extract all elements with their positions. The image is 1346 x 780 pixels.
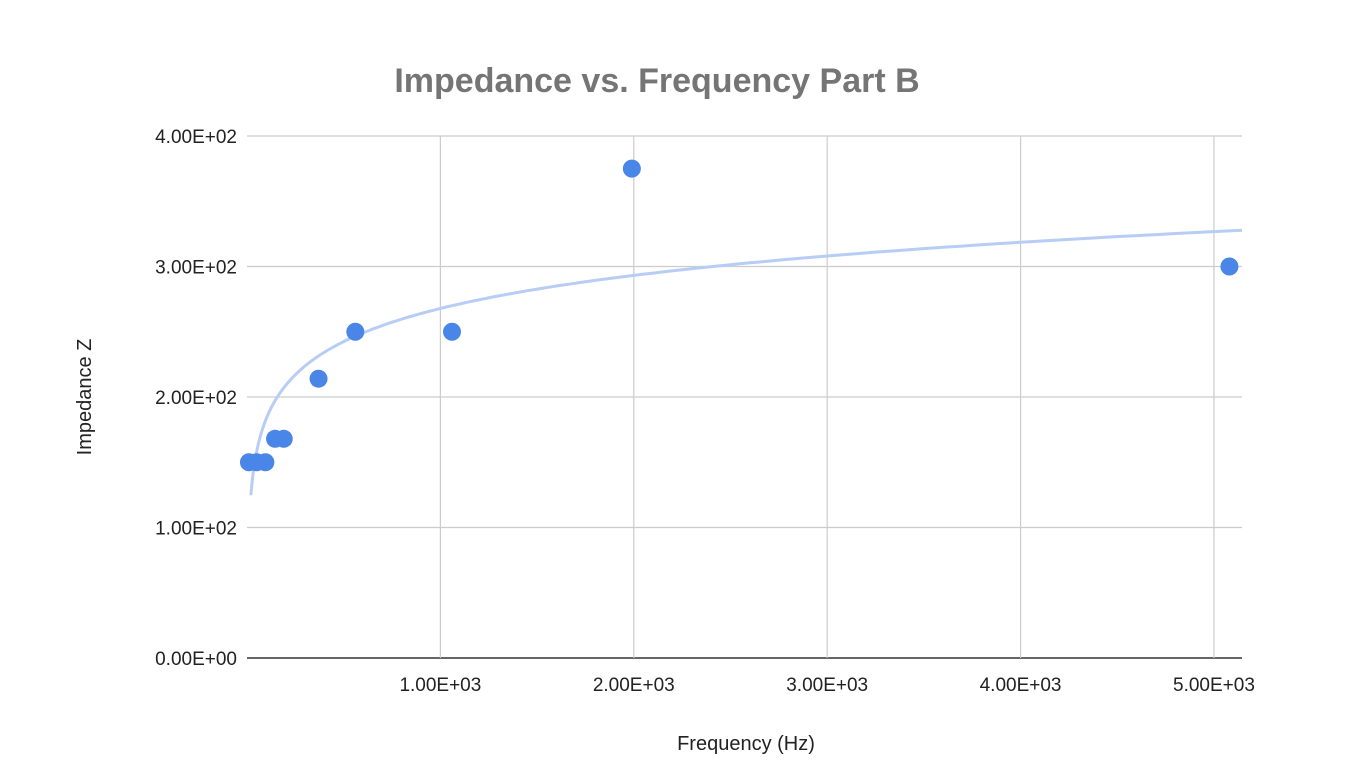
x-tick-label: 1.00E+03: [399, 675, 481, 696]
data-point: [309, 369, 328, 388]
x-tick-label: 3.00E+03: [786, 675, 868, 696]
data-point: [346, 322, 365, 341]
x-tick-label: 4.00E+03: [980, 675, 1062, 696]
y-tick-label: 1.00E+02: [155, 519, 237, 540]
trendline: [249, 228, 1243, 496]
chart-title: Impedance vs. Frequency Part B: [394, 62, 919, 100]
x-tick-label: 5.00E+03: [1173, 675, 1255, 696]
y-tick-label: 4.00E+02: [155, 127, 237, 148]
y-tick-label: 2.00E+02: [155, 388, 237, 409]
data-points: [239, 159, 1239, 472]
y-tick-label: 3.00E+02: [155, 258, 237, 279]
y-axis-label: Impedance Z: [74, 339, 96, 456]
grid: [247, 135, 1242, 659]
data-point: [442, 322, 461, 341]
x-tick-label: 2.00E+03: [593, 675, 675, 696]
data-point: [1220, 257, 1239, 276]
tick-labels: 0.00E+00 1.00E+02 2.00E+02 3.00E+02 4.00E+02…: [155, 127, 1255, 696]
data-point: [274, 429, 293, 448]
data-point: [622, 159, 641, 178]
y-tick-label: 0.00E+00: [155, 649, 237, 670]
data-point: [256, 453, 275, 472]
x-axis-label: Frequency (Hz): [677, 733, 815, 755]
trendline-path: [249, 228, 1243, 496]
